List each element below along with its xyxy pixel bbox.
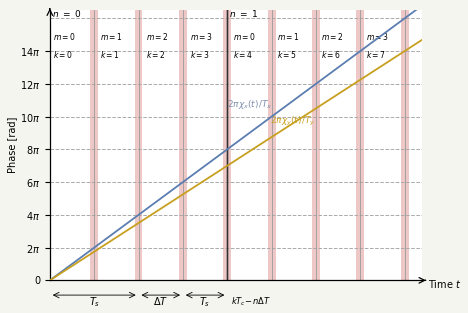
Text: $m=3$: $m=3$ <box>366 31 389 42</box>
Bar <box>223 10 231 280</box>
Text: $m=3$: $m=3$ <box>190 31 213 42</box>
Bar <box>401 10 409 280</box>
Bar <box>179 10 187 280</box>
Bar <box>135 10 142 280</box>
Bar <box>268 10 276 280</box>
Y-axis label: Phase [rad]: Phase [rad] <box>7 117 17 173</box>
Text: $T_s$: $T_s$ <box>88 295 100 309</box>
Text: $k=4$: $k=4$ <box>233 49 253 59</box>
Text: $k=1$: $k=1$ <box>100 49 119 59</box>
Text: $k=2$: $k=2$ <box>146 49 166 59</box>
Text: $n\ =\ 1$: $n\ =\ 1$ <box>229 8 259 19</box>
Text: $k=3$: $k=3$ <box>190 49 210 59</box>
Text: $m=0$: $m=0$ <box>233 31 256 42</box>
Text: $\Delta T$: $\Delta T$ <box>153 295 168 307</box>
Bar <box>90 10 98 280</box>
Text: $2\pi\chi_x(t)/T_x$: $2\pi\chi_x(t)/T_x$ <box>227 98 273 111</box>
Text: $k=7$: $k=7$ <box>366 49 386 59</box>
Text: $k=0$: $k=0$ <box>53 49 73 59</box>
Text: $m=1$: $m=1$ <box>100 31 123 42</box>
Text: Time $t$: Time $t$ <box>428 278 461 290</box>
Text: $k=5$: $k=5$ <box>277 49 297 59</box>
Text: $T_s$: $T_s$ <box>199 295 211 309</box>
Text: $m=2$: $m=2$ <box>146 31 168 42</box>
Text: $m=1$: $m=1$ <box>277 31 300 42</box>
Text: $2\pi\chi_y(t)/T_y$: $2\pi\chi_y(t)/T_y$ <box>270 115 315 128</box>
Text: $n\ =\ 0$: $n\ =\ 0$ <box>51 8 81 19</box>
Text: $m=0$: $m=0$ <box>53 31 77 42</box>
Text: $kT_c\!-\!n\Delta T$: $kT_c\!-\!n\Delta T$ <box>231 296 271 308</box>
Bar <box>312 10 320 280</box>
Text: $m=2$: $m=2$ <box>322 31 344 42</box>
Text: $k=6$: $k=6$ <box>322 49 342 59</box>
Bar <box>357 10 364 280</box>
